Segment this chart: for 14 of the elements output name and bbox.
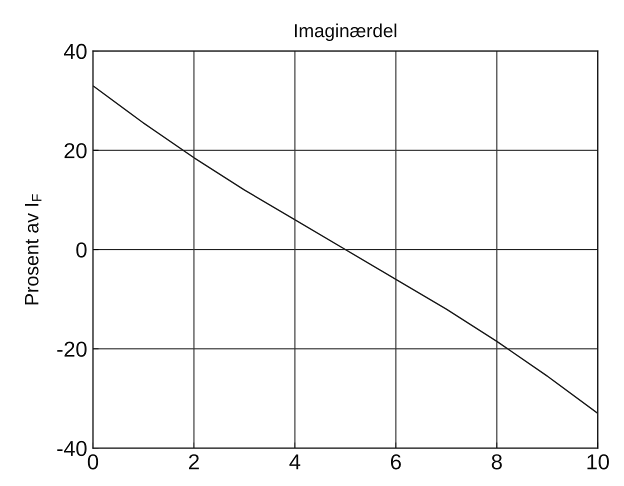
y-tick-label: 0 xyxy=(76,242,87,258)
y-tick-label: -40 xyxy=(57,440,87,456)
y-tick-label: 40 xyxy=(64,44,87,60)
x-tick-label: 4 xyxy=(289,454,300,470)
x-tick-label: 2 xyxy=(189,454,199,470)
y-tick-label: -20 xyxy=(57,342,87,357)
y-axis-title: Prosent av I$_{F}$ xyxy=(24,194,42,304)
x-tick-label: 6 xyxy=(390,454,401,470)
chart-title: Imaginærdel xyxy=(295,24,396,42)
x-tick-label: 10 xyxy=(587,454,609,470)
y-tick-label: 20 xyxy=(64,143,87,158)
line-series xyxy=(92,85,598,414)
x-tick-label: 8 xyxy=(492,454,502,470)
x-tick-label: 0 xyxy=(88,454,98,470)
